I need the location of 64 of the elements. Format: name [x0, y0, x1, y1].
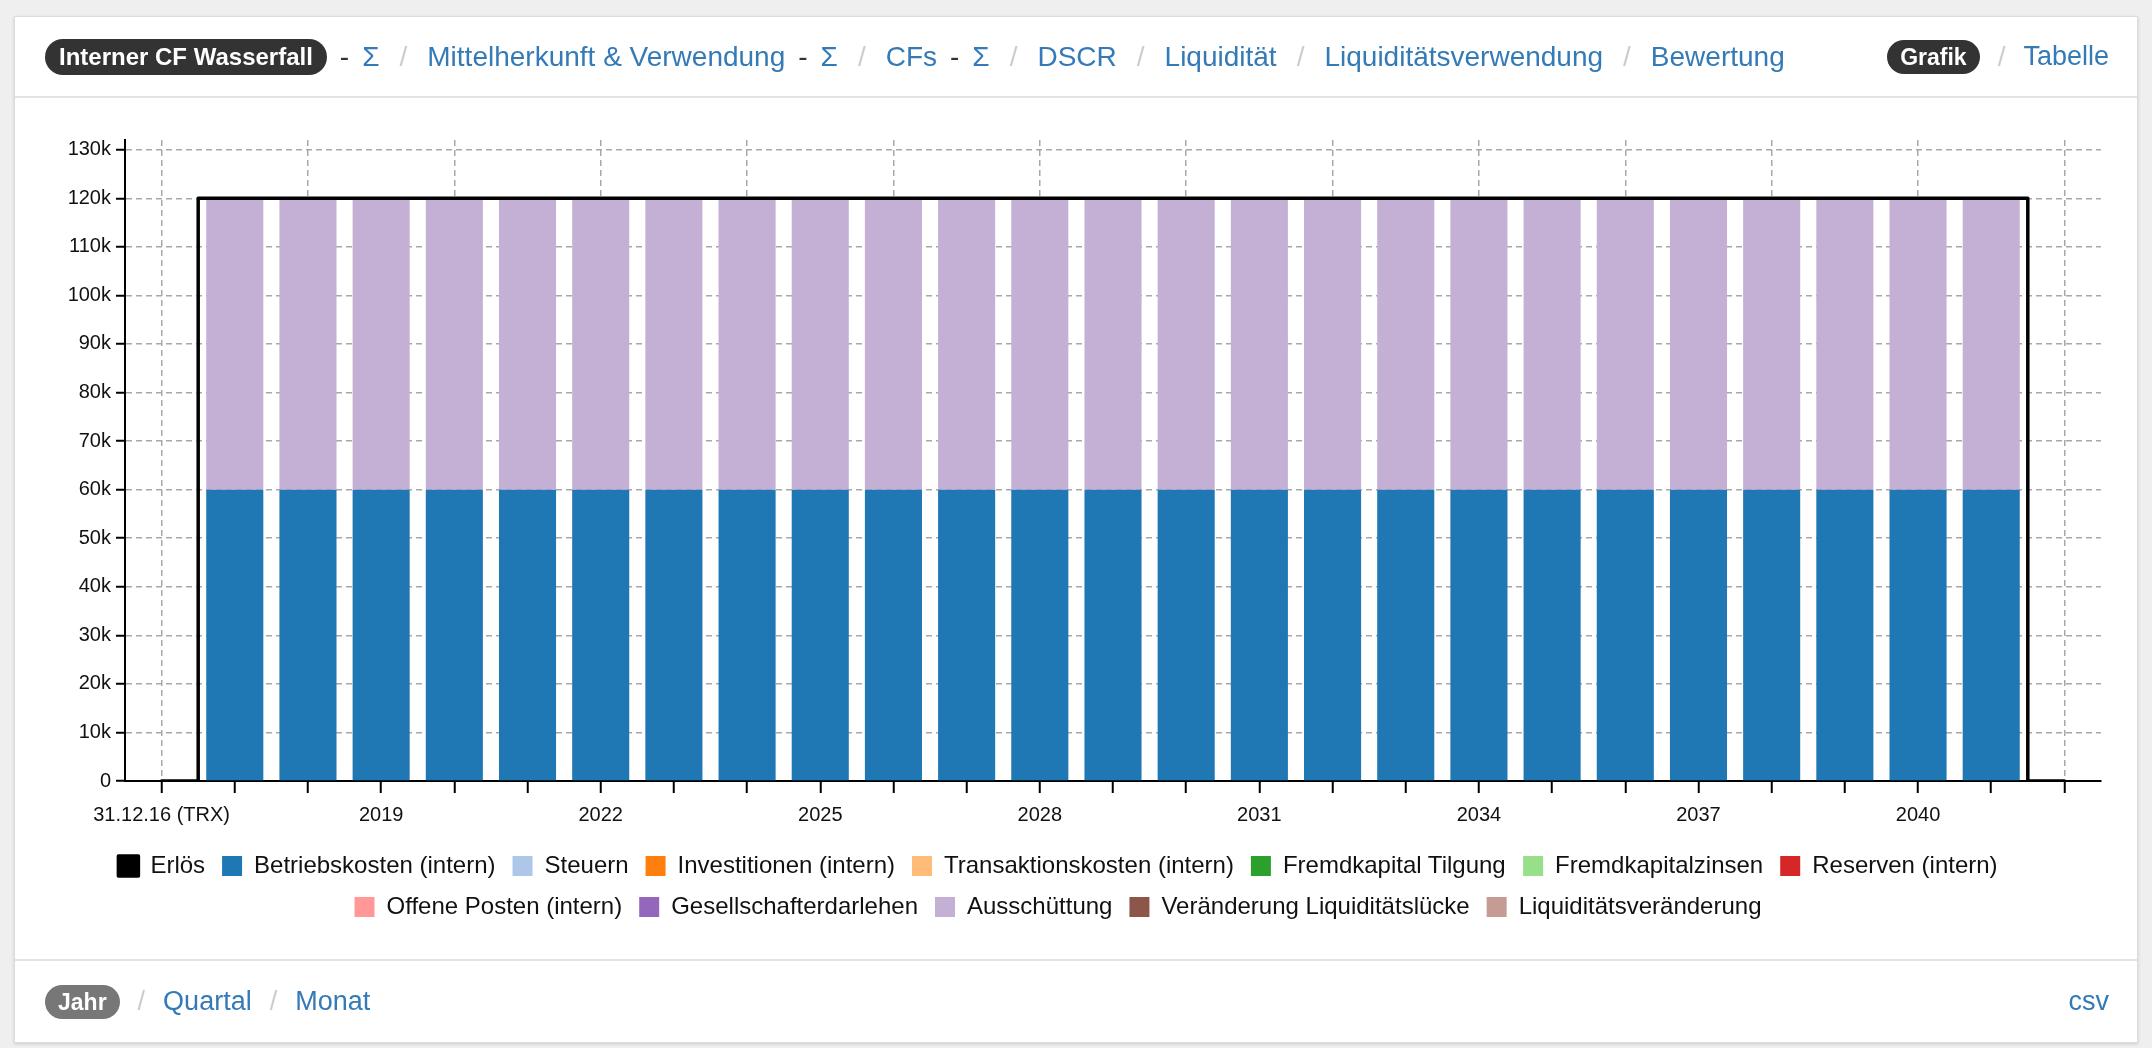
text: -	[339, 40, 350, 73]
x-tick-label: 31.12.16 (TRX)	[93, 802, 230, 825]
text: Bewertung	[1650, 40, 1785, 73]
y-tick-label: 80k	[78, 380, 112, 403]
y-tick-label: 90k	[78, 331, 112, 354]
text: /	[1997, 40, 2006, 73]
text: csv	[2068, 986, 2109, 1017]
legend-label: Erlös	[150, 850, 206, 878]
legend-label: Steuern	[544, 850, 629, 878]
legend-label: Betriebskosten (intern)	[254, 850, 496, 878]
text: /	[1296, 40, 1305, 73]
text: Σ	[820, 40, 838, 73]
x-tick-label: 2025	[798, 802, 843, 825]
y-tick-label: 20k	[78, 671, 112, 694]
legend-label: Offene Posten (intern)	[386, 891, 623, 919]
x-tick-label: 2019	[358, 802, 404, 825]
y-tick-label: 10k	[78, 719, 112, 742]
legend-label: Gesellschafterdarlehen	[671, 891, 919, 919]
y-tick-label: 50k	[78, 525, 112, 548]
y-tick-label: 30k	[78, 622, 112, 645]
legend-label: Reserven (intern)	[1812, 850, 1998, 878]
y-tick-label: 100k	[67, 282, 112, 305]
x-tick-label: 2034	[1456, 802, 1502, 825]
text: /	[137, 986, 146, 1017]
text: /	[1009, 40, 1018, 73]
legend-label: Fremdkapital Tilgung	[1282, 850, 1506, 878]
text: Jahr	[58, 988, 107, 1015]
x-tick-label: 2022	[578, 802, 623, 825]
text: Monat	[295, 986, 371, 1017]
text: /	[269, 986, 278, 1017]
text: Quartal	[163, 986, 252, 1017]
text: Grafik	[1900, 43, 1967, 70]
x-tick-label: 2031	[1237, 802, 1282, 825]
legend-label: Transaktionskosten (intern)	[944, 850, 1234, 878]
text: Tabelle	[2023, 41, 2109, 72]
text: Liquidität	[1164, 40, 1277, 73]
text: -	[798, 40, 808, 73]
legend-label: Ausschüttung	[967, 891, 1113, 919]
y-tick-label: 130k	[67, 137, 112, 160]
text: /	[399, 40, 408, 73]
text: /	[857, 40, 866, 73]
x-tick-label: 2040	[1895, 802, 1941, 825]
y-tick-label: 120k	[67, 185, 112, 208]
legend-label: Liquiditätsveränderung	[1518, 891, 1762, 919]
legend-label: Investitionen (intern)	[677, 850, 896, 878]
chart-title: Interner CF Wasserfall	[59, 42, 313, 70]
y-tick-label: 60k	[78, 477, 112, 500]
text: -	[950, 40, 960, 73]
text: /	[1136, 40, 1145, 73]
text: /	[1623, 40, 1631, 73]
text: Liquiditätsverwendung	[1324, 40, 1604, 73]
text: CFs	[885, 40, 938, 73]
legend-label: Veränderung Liquiditätslücke	[1161, 891, 1470, 919]
text: Σ	[362, 40, 380, 73]
text: Σ	[972, 40, 990, 73]
x-tick-label: 2028	[1017, 802, 1063, 825]
y-tick-label: 40k	[78, 574, 112, 597]
legend-label: Fremdkapitalzinsen	[1555, 850, 1764, 878]
y-tick-label: 0	[99, 768, 111, 791]
y-tick-label: 70k	[78, 428, 112, 451]
text: Mittelherkunft & Verwendung	[427, 40, 786, 73]
x-tick-label: 2037	[1676, 802, 1721, 825]
text: DSCR	[1037, 40, 1117, 73]
y-tick-label: 110k	[69, 234, 112, 257]
